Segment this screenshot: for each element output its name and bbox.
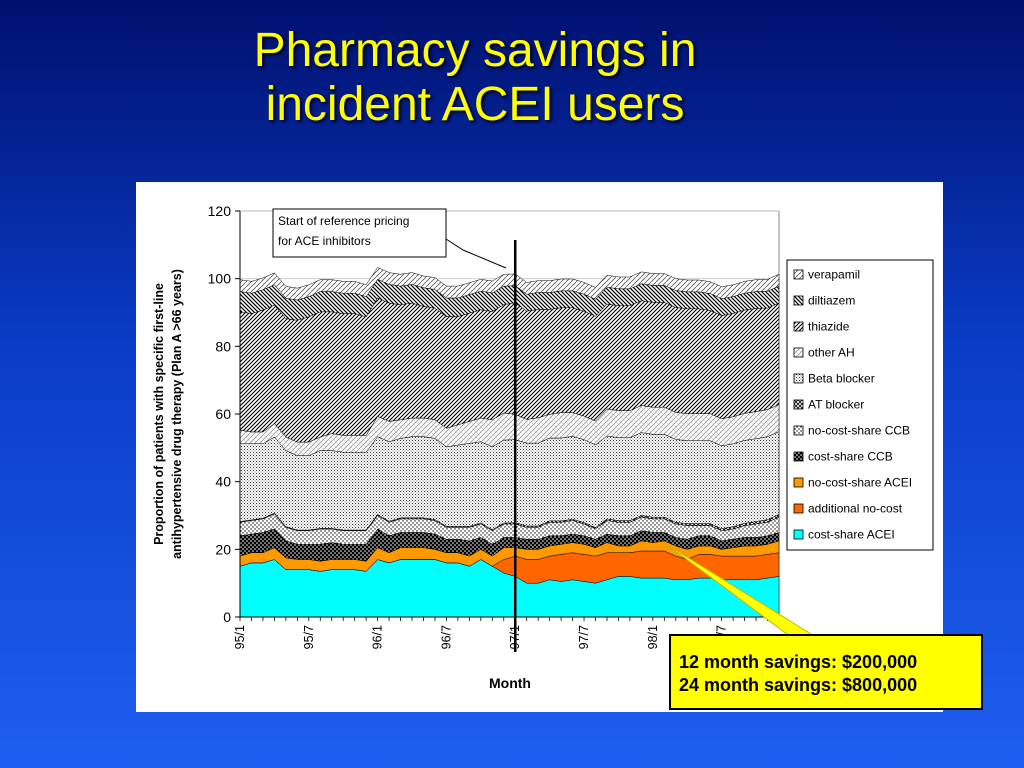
legend-label: additional no-cost xyxy=(808,502,903,516)
legend-label: Beta blocker xyxy=(808,372,875,386)
legend-item-no-cost-share-ccb: no-cost-share CCB xyxy=(793,424,910,438)
legend-label: diltiazem xyxy=(808,294,855,308)
legend-item-diltiazem: diltiazem xyxy=(793,294,855,308)
x-tick-label: 98/1 xyxy=(646,625,660,649)
legend-item-additional-no-cost: additional no-cost xyxy=(793,502,903,516)
x-axis-label: Month xyxy=(489,675,531,691)
legend-item-cost-share-acei: cost-share ACEI xyxy=(793,528,895,542)
y-axis-label-line-2: antihypertensive drug therapy (Plan A >6… xyxy=(170,269,184,559)
reference-pricing-annotation: Start of reference pricing for ACE inhib… xyxy=(272,208,517,652)
slide-title-line-1: Pharmacy savings in xyxy=(253,24,697,77)
legend-label: thiazide xyxy=(808,320,850,334)
y-tick-label: 120 xyxy=(208,203,232,219)
legend-item-at-blocker: AT blocker xyxy=(793,398,864,412)
y-axis-label: Proportion of patients with specific fir… xyxy=(152,269,184,559)
x-tick-label: 96/1 xyxy=(371,625,385,649)
legend-swatch xyxy=(793,477,804,488)
legend-label: cost-share CCB xyxy=(808,450,893,464)
annotation-leader xyxy=(445,238,507,269)
x-tick-label: 96/7 xyxy=(439,625,453,649)
y-tick-label: 40 xyxy=(215,474,231,490)
y-tick-label: 20 xyxy=(215,541,231,557)
legend-box xyxy=(786,259,934,551)
legend-item-verapamil: verapamil xyxy=(793,268,860,282)
y-tick-label: 0 xyxy=(223,609,231,625)
savings-24-month: 24 month savings: $800,000 xyxy=(679,675,918,695)
x-tick-label: 95/1 xyxy=(233,625,247,649)
legend-swatch xyxy=(793,373,804,384)
slide-title-line-2: incident ACEI users xyxy=(265,78,685,131)
legend-swatch xyxy=(793,321,804,332)
y-tick-label: 80 xyxy=(215,338,231,354)
y-tick-labels: 0 20 40 60 80 100 120 xyxy=(208,203,240,625)
legend-swatch xyxy=(793,399,804,410)
legend-swatch xyxy=(793,425,804,436)
x-tick-label: 97/7 xyxy=(577,625,591,649)
legend-swatch xyxy=(793,529,804,540)
series-areas xyxy=(239,267,780,618)
legend: verapamil diltiazem thiazide other AH Beta b… xyxy=(786,259,934,551)
legend-item-other-ah: other AH xyxy=(793,346,855,360)
area-verapamil xyxy=(239,267,780,301)
annotation-text-line-1: Start of reference pricing xyxy=(278,214,409,228)
legend-label: no-cost-share CCB xyxy=(808,424,910,438)
x-tick-label: 95/7 xyxy=(302,625,316,649)
legend-swatch xyxy=(793,503,804,514)
legend-label: other AH xyxy=(808,346,855,360)
y-tick-label: 60 xyxy=(215,406,231,422)
legend-item-beta-blocker: Beta blocker xyxy=(793,372,875,386)
legend-label: cost-share ACEI xyxy=(808,528,895,542)
slide-title: Pharmacy savings in incident ACEI users xyxy=(150,24,800,132)
savings-12-month: 12 month savings: $200,000 xyxy=(679,652,918,672)
y-axis-label-line-1: Proportion of patients with specific fir… xyxy=(152,283,166,545)
savings-callout: 12 month savings: $200,000 24 month savi… xyxy=(669,634,983,710)
legend-item-cost-share-ccb: cost-share CCB xyxy=(793,450,893,464)
legend-swatch xyxy=(793,451,804,462)
legend-label: verapamil xyxy=(808,268,860,282)
legend-swatch xyxy=(793,347,804,358)
annotation-box xyxy=(272,208,447,258)
legend-item-no-cost-share-acei: no-cost-share ACEI xyxy=(793,476,912,490)
annotation-text-line-2: for ACE inhibitors xyxy=(278,234,371,248)
legend-swatch xyxy=(793,295,804,306)
legend-item-thiazide: thiazide xyxy=(793,320,850,334)
y-tick-label: 100 xyxy=(208,271,232,287)
legend-label: AT blocker xyxy=(808,398,864,412)
legend-swatch xyxy=(793,269,804,280)
legend-label: no-cost-share ACEI xyxy=(808,476,912,490)
